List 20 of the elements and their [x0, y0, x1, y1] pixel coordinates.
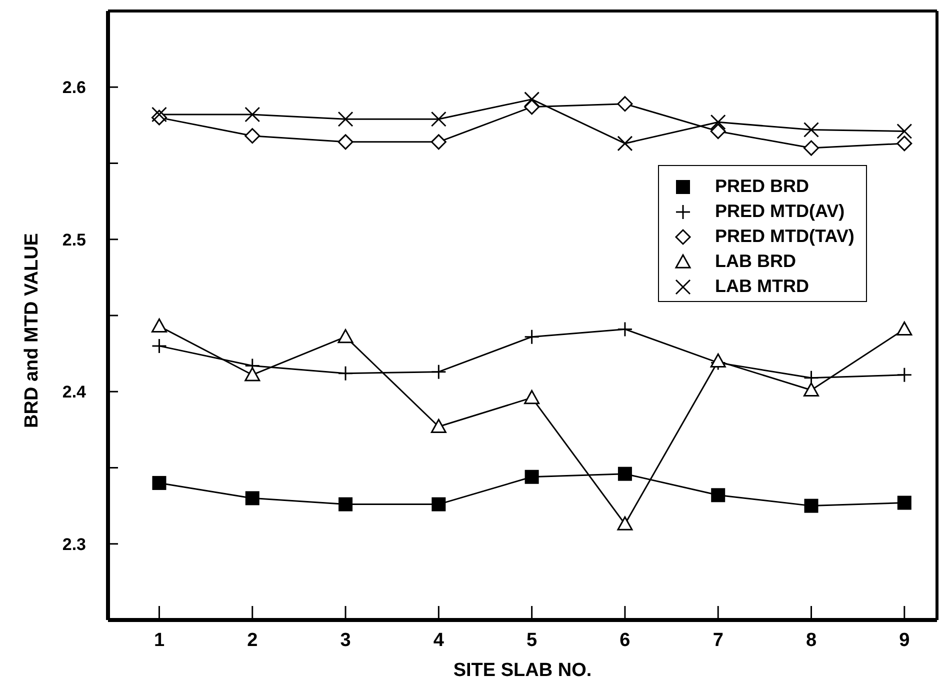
x-tick-label: 1 [154, 630, 165, 651]
y-axis-title: BRD and MTD VALUE [22, 233, 42, 428]
x-tick-label: 4 [433, 630, 444, 651]
legend-label: PRED MTD(TAV) [715, 226, 854, 247]
y-tick-label: 2.3 [62, 534, 86, 554]
x-tick-label: 9 [899, 630, 910, 651]
x-tick-label: 5 [526, 630, 538, 651]
legend-label: LAB BRD [715, 251, 796, 272]
x-tick-label: 7 [712, 630, 724, 651]
x-tick-label: 2 [247, 630, 258, 651]
x-tick-label: 8 [806, 630, 817, 651]
legend-label: PRED BRD [715, 176, 810, 197]
x-axis-title: SITE SLAB NO. [453, 660, 592, 681]
legend-label: PRED MTD(AV) [715, 201, 845, 222]
x-tick-label: 6 [620, 630, 630, 651]
x-tick-label: 3 [340, 630, 351, 651]
y-tick-label: 2.4 [62, 382, 87, 402]
legend-label: LAB MTRD [715, 276, 809, 297]
y-tick-label: 2.5 [62, 230, 86, 250]
y-tick-label: 2.6 [62, 78, 86, 98]
